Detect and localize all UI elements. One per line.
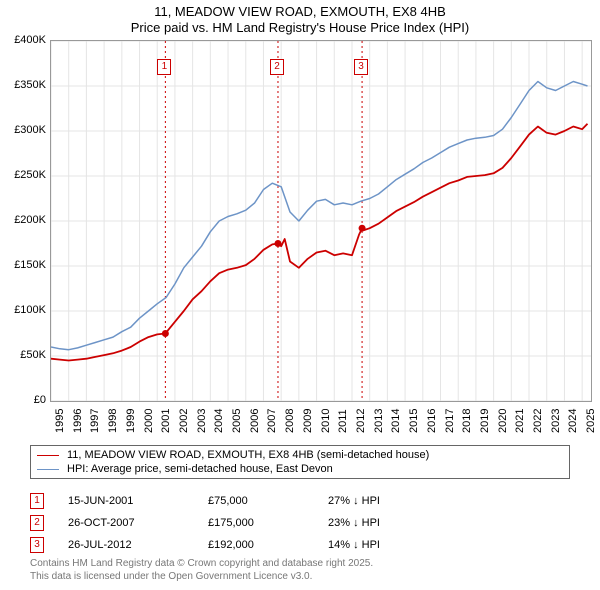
chart-plot-area bbox=[50, 40, 592, 402]
x-tick-label: 2010 bbox=[320, 409, 332, 433]
x-tick-label: 1997 bbox=[89, 409, 101, 433]
x-tick-label: 2012 bbox=[355, 409, 367, 433]
sale-delta: 23% ↓ HPI bbox=[328, 517, 570, 529]
x-tick-label: 2017 bbox=[444, 409, 456, 433]
y-tick-label: £400K bbox=[0, 34, 46, 46]
legend-label: 11, MEADOW VIEW ROAD, EXMOUTH, EX8 4HB (… bbox=[67, 449, 429, 461]
x-tick-label: 2002 bbox=[178, 409, 190, 433]
sale-date: 26-JUL-2012 bbox=[68, 539, 208, 551]
y-tick-label: £150K bbox=[0, 259, 46, 271]
sale-row-marker: 1 bbox=[30, 493, 44, 509]
x-tick-label: 2023 bbox=[550, 409, 562, 433]
x-tick-label: 2003 bbox=[196, 409, 208, 433]
footer-attribution: Contains HM Land Registry data © Crown c… bbox=[30, 558, 570, 583]
y-tick-label: £0 bbox=[0, 394, 46, 406]
x-tick-label: 2007 bbox=[266, 409, 278, 433]
x-tick-label: 2004 bbox=[213, 409, 225, 433]
chart-title: 11, MEADOW VIEW ROAD, EXMOUTH, EX8 4HB P… bbox=[0, 4, 600, 37]
sale-marker-1: 1 bbox=[157, 59, 171, 75]
x-tick-label: 2001 bbox=[160, 409, 172, 433]
sale-marker-3: 3 bbox=[354, 59, 368, 75]
legend-item-hpi: HPI: Average price, semi-detached house,… bbox=[37, 462, 563, 476]
footer-line-2: This data is licensed under the Open Gov… bbox=[30, 571, 570, 584]
legend-label: HPI: Average price, semi-detached house,… bbox=[67, 463, 333, 475]
title-line-2: Price paid vs. HM Land Registry's House … bbox=[0, 20, 600, 36]
x-tick-label: 2013 bbox=[373, 409, 385, 433]
sale-date: 15-JUN-2001 bbox=[68, 495, 208, 507]
sale-delta: 27% ↓ HPI bbox=[328, 495, 570, 507]
legend-swatch bbox=[37, 469, 59, 470]
x-tick-label: 2008 bbox=[284, 409, 296, 433]
x-tick-label: 2021 bbox=[514, 409, 526, 433]
x-tick-label: 2005 bbox=[231, 409, 243, 433]
x-tick-label: 2000 bbox=[143, 409, 155, 433]
x-tick-label: 2015 bbox=[408, 409, 420, 433]
x-tick-label: 2014 bbox=[390, 409, 402, 433]
x-tick-label: 1995 bbox=[54, 409, 66, 433]
y-tick-label: £50K bbox=[0, 349, 46, 361]
x-tick-label: 2009 bbox=[302, 409, 314, 433]
y-tick-label: £100K bbox=[0, 304, 46, 316]
x-tick-label: 2019 bbox=[479, 409, 491, 433]
x-tick-label: 1999 bbox=[125, 409, 137, 433]
legend: 11, MEADOW VIEW ROAD, EXMOUTH, EX8 4HB (… bbox=[30, 445, 570, 479]
legend-item-subject: 11, MEADOW VIEW ROAD, EXMOUTH, EX8 4HB (… bbox=[37, 448, 563, 462]
x-tick-label: 2018 bbox=[461, 409, 473, 433]
sales-table: 1 15-JUN-2001£75,00027% ↓ HPI 2 26-OCT-2007… bbox=[30, 490, 570, 556]
sale-delta: 14% ↓ HPI bbox=[328, 539, 570, 551]
x-tick-label: 2011 bbox=[337, 409, 349, 433]
title-line-1: 11, MEADOW VIEW ROAD, EXMOUTH, EX8 4HB bbox=[0, 4, 600, 20]
sale-price: £175,000 bbox=[208, 517, 328, 529]
sale-price: £192,000 bbox=[208, 539, 328, 551]
legend-swatch bbox=[37, 455, 59, 456]
sale-row: 2 26-OCT-2007£175,00023% ↓ HPI bbox=[30, 512, 570, 534]
sale-date: 26-OCT-2007 bbox=[68, 517, 208, 529]
x-tick-label: 2022 bbox=[532, 409, 544, 433]
sale-row-marker: 2 bbox=[30, 515, 44, 531]
x-tick-label: 2006 bbox=[249, 409, 261, 433]
x-tick-label: 1996 bbox=[72, 409, 84, 433]
sale-row: 1 15-JUN-2001£75,00027% ↓ HPI bbox=[30, 490, 570, 512]
sale-row-marker: 3 bbox=[30, 537, 44, 553]
sale-row: 3 26-JUL-2012£192,00014% ↓ HPI bbox=[30, 534, 570, 556]
y-tick-label: £300K bbox=[0, 124, 46, 136]
x-tick-label: 2024 bbox=[567, 409, 579, 433]
x-tick-label: 2020 bbox=[497, 409, 509, 433]
y-tick-label: £250K bbox=[0, 169, 46, 181]
sale-price: £75,000 bbox=[208, 495, 328, 507]
y-tick-label: £200K bbox=[0, 214, 46, 226]
y-tick-label: £350K bbox=[0, 79, 46, 91]
x-tick-label: 2025 bbox=[585, 409, 597, 433]
x-tick-label: 2016 bbox=[426, 409, 438, 433]
sale-marker-2: 2 bbox=[270, 59, 284, 75]
x-tick-label: 1998 bbox=[107, 409, 119, 433]
footer-line-1: Contains HM Land Registry data © Crown c… bbox=[30, 558, 570, 571]
